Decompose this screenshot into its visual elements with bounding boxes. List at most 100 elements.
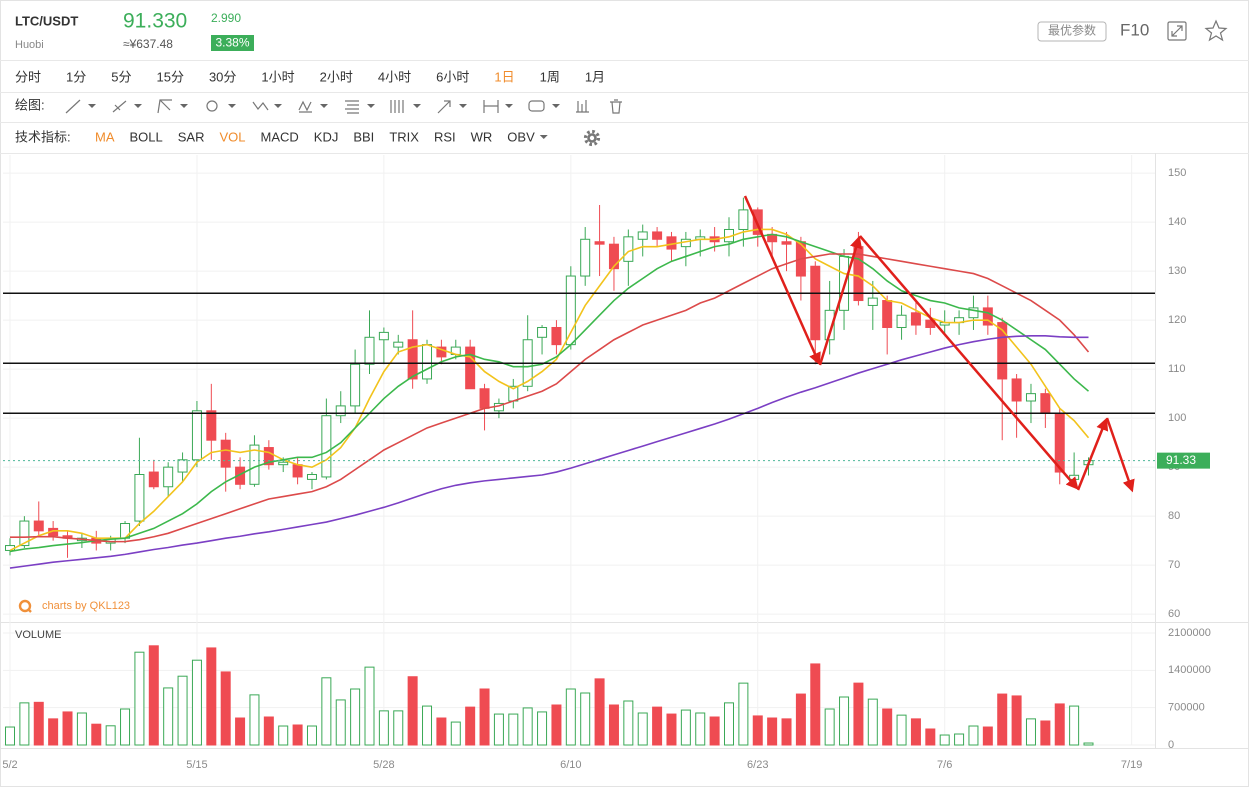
volume-bar bbox=[33, 701, 44, 746]
indicator-tab[interactable]: VOL bbox=[219, 129, 245, 144]
watermark-logo bbox=[18, 599, 32, 613]
tool-line[interactable] bbox=[65, 99, 81, 114]
volume-bar bbox=[191, 659, 202, 746]
tool-visibility[interactable] bbox=[576, 100, 589, 113]
indicator-tab[interactable]: SAR bbox=[178, 129, 205, 144]
indicator-tab[interactable]: TRIX bbox=[389, 129, 419, 144]
period-tab[interactable]: 分时 bbox=[15, 69, 41, 84]
tool-delete[interactable] bbox=[610, 99, 622, 114]
period-tab[interactable]: 4小时 bbox=[378, 69, 411, 84]
dropdown[interactable] bbox=[413, 104, 421, 108]
volume-bar bbox=[479, 688, 490, 746]
period-tab[interactable]: 1月 bbox=[585, 69, 605, 84]
tool-shape[interactable] bbox=[206, 100, 218, 112]
indicator-tab[interactable]: OBV bbox=[507, 129, 535, 144]
tool-measure[interactable] bbox=[483, 100, 499, 113]
y-tick-label: 60 bbox=[1168, 608, 1180, 620]
tool-text[interactable] bbox=[528, 100, 545, 112]
candle-body bbox=[163, 466, 174, 488]
indicator-tab[interactable]: MACD bbox=[261, 129, 299, 144]
volume-bar bbox=[1054, 703, 1065, 746]
volume-bar bbox=[623, 700, 634, 746]
dropdown[interactable] bbox=[228, 104, 236, 108]
tool-channel[interactable] bbox=[157, 99, 172, 114]
candle-body bbox=[292, 464, 303, 478]
candle-body bbox=[997, 322, 1008, 380]
moving-average-line bbox=[9, 228, 1090, 552]
candle-body bbox=[278, 461, 289, 466]
candle-body bbox=[148, 471, 159, 488]
period-tab[interactable]: 1小时 bbox=[261, 69, 294, 84]
volume-bar bbox=[738, 682, 749, 746]
candle-body bbox=[191, 410, 202, 461]
indicator-tab[interactable]: BOLL bbox=[130, 129, 163, 144]
candle-body bbox=[867, 297, 878, 306]
y-tick-label: 120 bbox=[1168, 314, 1186, 326]
tool-wave[interactable] bbox=[252, 101, 269, 111]
candle-body bbox=[968, 307, 979, 319]
dropdown[interactable] bbox=[505, 104, 513, 108]
candle-body bbox=[781, 241, 792, 245]
period-tab[interactable]: 30分 bbox=[209, 69, 236, 84]
dropdown[interactable] bbox=[552, 104, 560, 108]
volume-bar bbox=[551, 704, 562, 746]
f10-button[interactable]: F10 bbox=[1120, 20, 1149, 39]
period-tab[interactable]: 6小时 bbox=[436, 69, 469, 84]
period-tab[interactable]: 1日 bbox=[494, 69, 514, 84]
tool-arrow[interactable] bbox=[437, 100, 451, 114]
candle-body bbox=[263, 447, 274, 466]
last-price-badge bbox=[1157, 452, 1210, 469]
watermark: charts by QKL123 bbox=[42, 600, 130, 612]
settings-icon[interactable] bbox=[583, 129, 601, 147]
volume-bar bbox=[163, 687, 174, 746]
volume-bar bbox=[407, 676, 418, 746]
period-tab[interactable]: 1周 bbox=[540, 69, 560, 84]
dropdown[interactable] bbox=[180, 104, 188, 108]
indicator-tab[interactable]: BBI bbox=[353, 129, 374, 144]
candle-body bbox=[1069, 474, 1080, 480]
dropdown[interactable] bbox=[134, 104, 142, 108]
dropdown[interactable] bbox=[459, 104, 467, 108]
tool-gann[interactable] bbox=[390, 100, 404, 113]
tool-ray[interactable] bbox=[112, 100, 127, 113]
tool-fib[interactable] bbox=[345, 100, 359, 114]
volume-bar bbox=[594, 678, 605, 746]
indicator-tab[interactable]: RSI bbox=[434, 129, 456, 144]
param-button[interactable] bbox=[1037, 21, 1107, 42]
param-button-label[interactable]: 最优参数 bbox=[1048, 23, 1096, 38]
period-tab[interactable]: 5分 bbox=[111, 69, 131, 84]
volume-bar bbox=[493, 713, 504, 746]
volume-bar bbox=[278, 725, 289, 746]
volume-bar bbox=[767, 717, 778, 746]
volume-bar bbox=[795, 693, 806, 746]
candle-body bbox=[335, 405, 346, 417]
tool-pattern[interactable] bbox=[298, 100, 312, 113]
moving-average-line bbox=[9, 335, 1089, 569]
indicator-tab[interactable]: KDJ bbox=[314, 129, 339, 144]
dropdown[interactable] bbox=[274, 104, 282, 108]
period-tab[interactable]: 15分 bbox=[156, 69, 183, 84]
volume-bar bbox=[321, 677, 332, 746]
volume-bar bbox=[839, 696, 850, 746]
volume-bar bbox=[364, 666, 375, 746]
volume-bar bbox=[91, 723, 102, 746]
candle-body bbox=[824, 309, 835, 341]
indicator-tab[interactable]: WR bbox=[471, 129, 493, 144]
fullscreen-icon[interactable] bbox=[1167, 21, 1187, 41]
candle-body bbox=[134, 474, 145, 522]
period-tab[interactable]: 1分 bbox=[66, 69, 86, 84]
dropdown[interactable] bbox=[88, 104, 96, 108]
volume-bar bbox=[954, 733, 965, 746]
dropdown[interactable] bbox=[539, 135, 548, 139]
y-tick-label: 140 bbox=[1168, 216, 1186, 228]
favorite-icon[interactable] bbox=[1204, 19, 1228, 42]
volume-bar bbox=[19, 702, 30, 746]
dropdown[interactable] bbox=[320, 104, 328, 108]
period-tab[interactable]: 2小时 bbox=[320, 69, 353, 84]
volume-bar bbox=[724, 702, 734, 746]
indicator-tab[interactable]: MA bbox=[95, 129, 115, 144]
volume-bar bbox=[968, 725, 979, 746]
volume-bar bbox=[1040, 720, 1051, 746]
dropdown[interactable] bbox=[367, 104, 375, 108]
moving-average-line bbox=[10, 253, 1090, 543]
